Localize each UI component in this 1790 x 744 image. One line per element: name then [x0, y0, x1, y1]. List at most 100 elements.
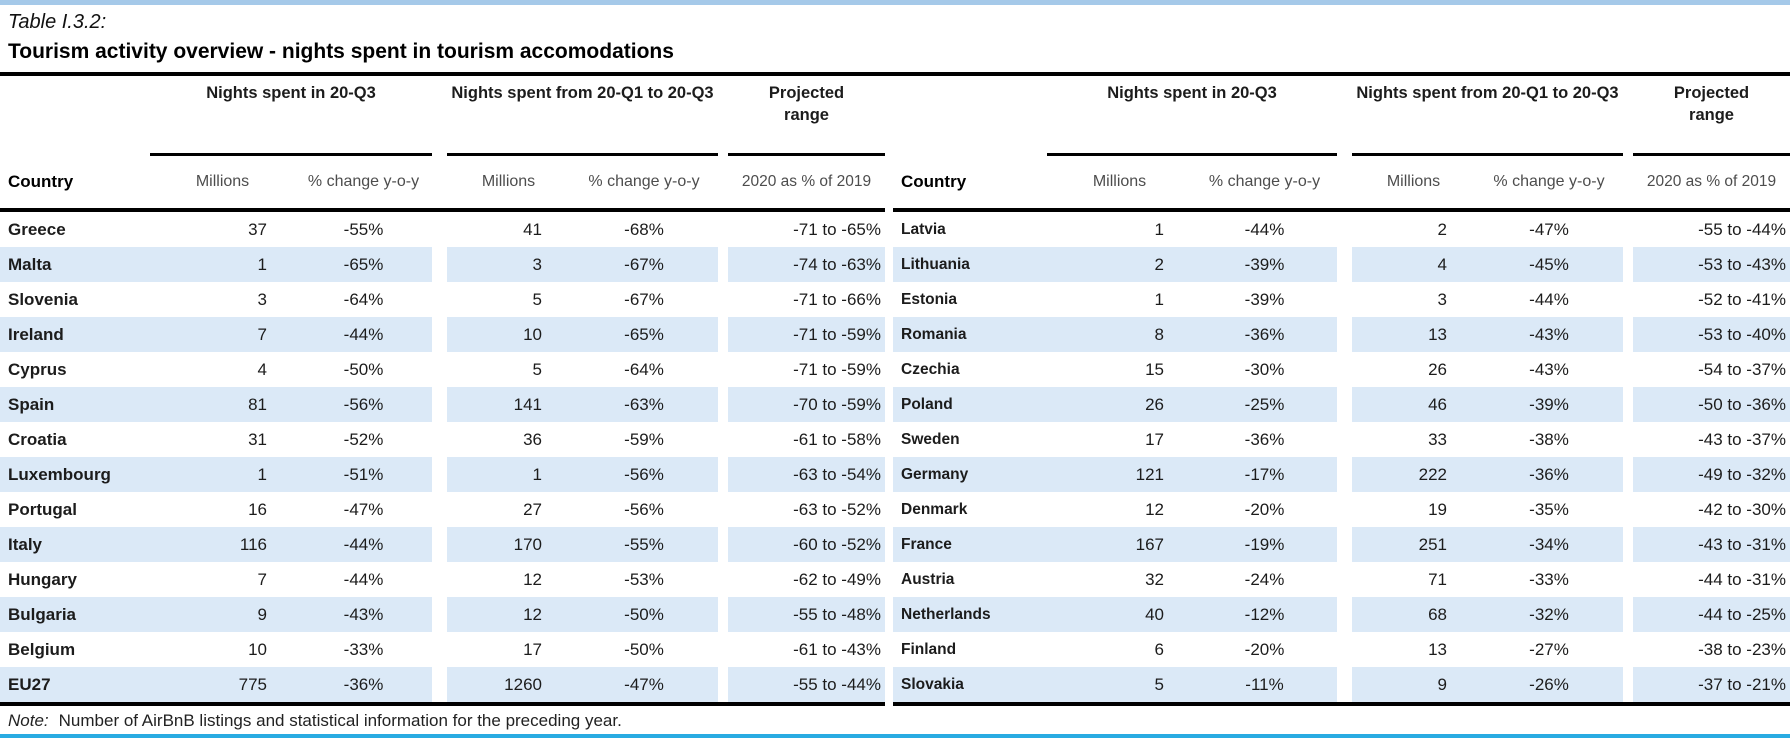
country-cell: Hungary: [8, 570, 77, 589]
column-gap: [718, 422, 728, 457]
table-row: Italy 116 -44% 170 -55% -60 to -52%: [0, 527, 885, 562]
column-gap: [1337, 422, 1352, 457]
millions-q1q3-cell: 141: [447, 387, 570, 422]
projected-range-cell: -74 to -63%: [728, 247, 885, 282]
country-cell: Netherlands: [893, 597, 1047, 632]
projected-range-cell: -53 to -40%: [1633, 317, 1790, 352]
millions-q3-cell: 17: [1145, 430, 1164, 449]
millions-q3-cell: 167: [1047, 527, 1192, 562]
millions-q1q3-cell: 10: [447, 317, 570, 352]
country-cell: Portugal: [8, 500, 77, 519]
millions-q1q3-cell: 12: [447, 597, 570, 632]
pct-change-q1q3-cell: -43%: [1529, 360, 1569, 379]
column-gap: [718, 667, 728, 702]
left-table-body: Greece 37 -55% 41 -68% -71 to -65% Malta…: [0, 212, 885, 702]
title-divider: [0, 72, 1790, 76]
millions-q3-cell: 10: [248, 640, 267, 659]
table-number-label: Table I.3.2:: [8, 11, 107, 33]
country-cell: Croatia: [8, 430, 67, 449]
group-header-projected-range: Projected range: [728, 76, 885, 156]
column-gap: [1623, 317, 1633, 352]
millions-q1q3-cell: 68: [1352, 597, 1475, 632]
millions-q1q3-cell: 3: [1437, 290, 1447, 309]
pct-change-q1q3-cell: -34%: [1475, 527, 1623, 562]
country-cell: Finland: [901, 641, 957, 658]
projected-range-cell: -50 to -36%: [1633, 387, 1790, 422]
projected-range-cell: -63 to -52%: [793, 500, 881, 519]
column-gap: [1337, 562, 1352, 597]
table-row: Denmark 12 -20% 19 -35% -42 to -30%: [893, 492, 1790, 527]
column-header-country: Country: [901, 172, 967, 192]
pct-change-q1q3-cell: -47%: [1529, 220, 1569, 239]
pct-change-q3-cell: -52%: [343, 430, 384, 449]
millions-q3-cell: 15: [1145, 360, 1164, 379]
projected-range-cell: -71 to -59%: [728, 317, 885, 352]
footnote-text: Number of AirBnB listings and statistica…: [58, 711, 622, 730]
pct-change-q3-cell: -39%: [1192, 247, 1337, 282]
pct-change-q3-cell: -25%: [1192, 387, 1337, 422]
projected-range-cell: -61 to -43%: [793, 640, 881, 659]
millions-q1q3-cell: 26: [1428, 360, 1447, 379]
millions-q3-cell: 16: [248, 500, 267, 519]
millions-q3-cell: 26: [1047, 387, 1192, 422]
pct-change-q1q3-cell: -56%: [570, 457, 718, 492]
projected-range-cell: -62 to -49%: [793, 570, 881, 589]
table-row: France 167 -19% 251 -34% -43 to -31%: [893, 527, 1790, 562]
column-gap: [432, 492, 447, 527]
table-row: Ireland 7 -44% 10 -65% -71 to -59%: [0, 317, 885, 352]
table-row: Slovenia 3 -64% 5 -67% -71 to -66%: [0, 282, 885, 317]
country-cell: EU27: [0, 667, 150, 702]
pct-change-q3-cell: -44%: [343, 570, 384, 589]
pct-change-q3-cell: -65%: [295, 247, 432, 282]
pct-change-q1q3-cell: -44%: [1529, 290, 1569, 309]
column-gap: [718, 457, 728, 492]
column-header-millions: Millions: [1386, 173, 1441, 190]
column-gap: [1337, 632, 1352, 667]
column-gap: [1623, 492, 1633, 527]
millions-q1q3-cell: 5: [532, 360, 542, 379]
column-gap: [1337, 527, 1352, 562]
projected-range-cell: -60 to -52%: [728, 527, 885, 562]
column-gap: [1337, 352, 1352, 387]
column-gap: [718, 492, 728, 527]
header-divider: [893, 208, 1790, 212]
left-table-sub-header: Country Millions % change y-o-y Millions…: [0, 156, 885, 208]
millions-q3-cell: 1: [150, 457, 295, 492]
group-header-nights-q3: Nights spent in 20-Q3: [150, 76, 432, 156]
pct-change-q1q3-cell: -53%: [624, 570, 664, 589]
millions-q3-cell: 9: [150, 597, 295, 632]
table-row: Finland 6 -20% 13 -27% -38 to -23%: [893, 632, 1790, 667]
millions-q3-cell: 1: [1154, 220, 1164, 239]
millions-q1q3-cell: 17: [523, 640, 542, 659]
pct-change-q3-cell: -17%: [1192, 457, 1337, 492]
column-gap: [432, 317, 447, 352]
country-cell: Luxembourg: [0, 457, 150, 492]
pct-change-q3-cell: -44%: [295, 317, 432, 352]
table-row: Belgium 10 -33% 17 -50% -61 to -43%: [0, 632, 885, 667]
column-gap: [1337, 317, 1352, 352]
column-gap: [1623, 282, 1633, 317]
millions-q1q3-cell: 41: [523, 220, 542, 239]
header-divider: [0, 208, 885, 212]
country-cell: Lithuania: [893, 247, 1047, 282]
group-header-nights-q3: Nights spent in 20-Q3: [1047, 76, 1337, 156]
pct-change-q1q3-cell: -67%: [570, 247, 718, 282]
millions-q1q3-cell: 251: [1352, 527, 1475, 562]
column-gap: [1623, 212, 1633, 247]
pct-change-q3-cell: -30%: [1244, 360, 1285, 379]
projected-range-cell: -38 to -23%: [1698, 640, 1786, 659]
column-gap: [432, 632, 447, 667]
millions-q1q3-cell: 19: [1428, 500, 1447, 519]
column-gap: [1623, 527, 1633, 562]
table-row: Poland 26 -25% 46 -39% -50 to -36%: [893, 387, 1790, 422]
column-gap: [432, 562, 447, 597]
right-table-sub-header: Country Millions % change y-o-y Millions…: [893, 156, 1790, 208]
projected-range-cell: -71 to -66%: [793, 290, 881, 309]
page-title: Tourism activity overview - nights spent…: [8, 40, 674, 63]
pct-change-q3-cell: -36%: [1192, 317, 1337, 352]
pct-change-q3-cell: -50%: [343, 360, 384, 379]
country-cell: Sweden: [901, 431, 960, 448]
millions-q1q3-cell: 2: [1437, 220, 1447, 239]
millions-q3-cell: 4: [257, 360, 267, 379]
column-gap: [718, 352, 728, 387]
